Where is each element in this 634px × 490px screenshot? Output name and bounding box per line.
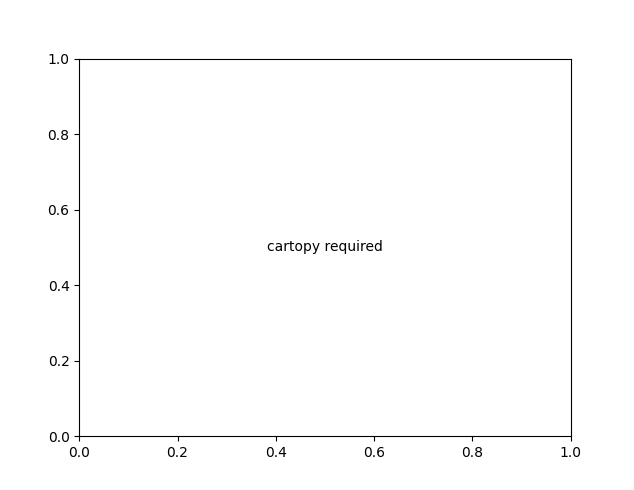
Text: cartopy required: cartopy required bbox=[267, 241, 383, 254]
